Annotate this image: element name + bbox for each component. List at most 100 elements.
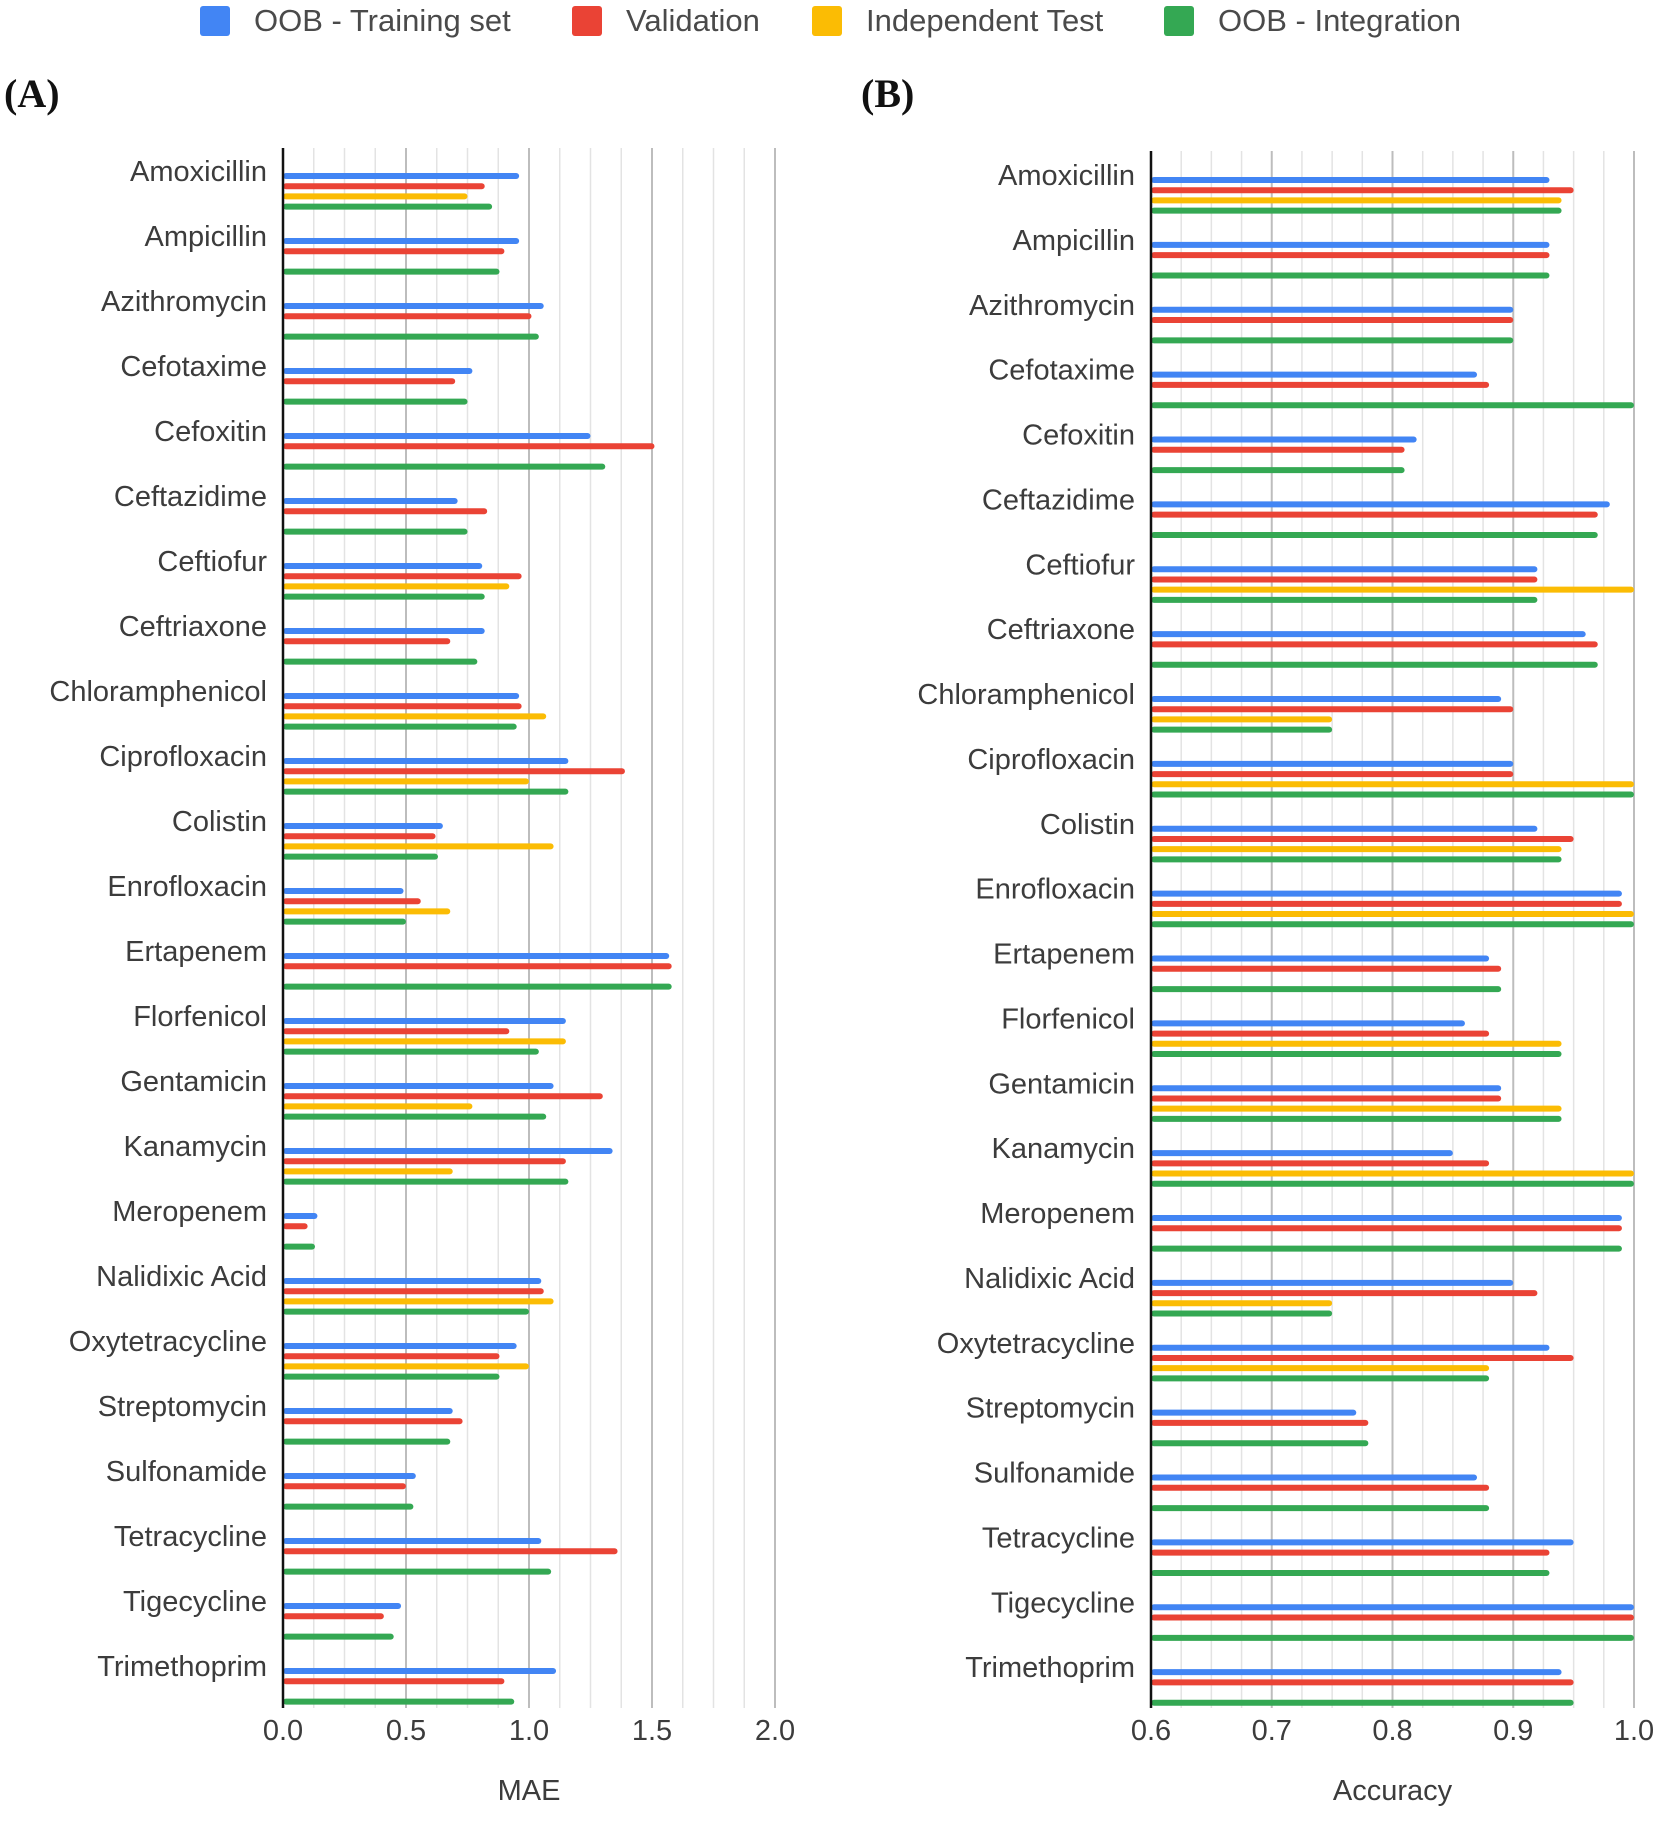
bar-ceftazidime-oob-training-set — [1151, 501, 1610, 508]
bar-amoxicillin-oob-training-set — [283, 173, 520, 179]
category-label: Ertapenem — [993, 939, 1135, 971]
bar-colistin-independent-test — [283, 843, 554, 850]
bar-colistin-oob-training-set — [283, 823, 443, 829]
bar-chloramphenicol-oob-integration — [1151, 726, 1333, 733]
category-label: Trimethoprim — [965, 1652, 1135, 1684]
bar-amoxicillin-validation — [283, 183, 485, 190]
bar-colistin-validation — [1151, 835, 1574, 842]
x-tick-label: 1.5 — [632, 1715, 672, 1747]
bar-ertapenem-validation — [283, 963, 672, 970]
bar-streptomycin-oob-training-set — [1151, 1409, 1357, 1416]
bar-ceftazidime-oob-integration — [1151, 531, 1598, 538]
bar-tetracycline-oob-training-set — [283, 1538, 542, 1544]
category-label: Ceftazidime — [114, 481, 267, 513]
bar-ceftriaxone-oob-training-set — [283, 628, 485, 634]
bar-amoxicillin-validation — [1151, 187, 1574, 194]
bar-ertapenem-oob-integration — [1151, 986, 1502, 993]
bar-nalidixic-acid-independent-test — [283, 1298, 554, 1305]
bar-oxytetracycline-oob-training-set — [1151, 1344, 1550, 1351]
bar-sulfonamide-validation — [283, 1483, 406, 1490]
bar-meropenem-oob-training-set — [1151, 1215, 1622, 1221]
bar-azithromycin-validation — [283, 313, 532, 320]
category-label: Enrofloxacin — [107, 871, 267, 903]
bar-colistin-oob-training-set — [1151, 825, 1538, 832]
category-label: Enrofloxacin — [975, 874, 1135, 906]
bar-ceftiofur-oob-training-set — [283, 563, 483, 569]
category-label: Azithromycin — [101, 286, 267, 318]
bar-sulfonamide-oob-training-set — [283, 1473, 416, 1479]
bar-nalidixic-acid-oob-training-set — [283, 1278, 542, 1284]
bar-kanamycin-oob-integration — [283, 1178, 569, 1185]
x-tick-label: 0.6 — [1131, 1715, 1171, 1747]
legend-item-oob-integration: OOB - Integration — [1164, 3, 1461, 38]
category-label: Trimethoprim — [97, 1651, 267, 1683]
category-label: Gentamicin — [988, 1068, 1135, 1100]
bar-florfenicol-validation — [283, 1028, 510, 1035]
category-label: Ampicillin — [1013, 225, 1135, 257]
bar-oxytetracycline-independent-test — [283, 1363, 529, 1370]
bar-ciprofloxacin-validation — [1151, 771, 1514, 778]
category-label: Florfenicol — [1001, 1003, 1135, 1035]
bar-kanamycin-independent-test — [1151, 1170, 1634, 1177]
bar-oxytetracycline-independent-test — [1151, 1365, 1490, 1372]
bar-ceftriaxone-oob-integration — [283, 658, 478, 665]
bar-oxytetracycline-oob-training-set — [283, 1343, 517, 1349]
bar-cefotaxime-oob-integration — [283, 398, 468, 405]
bar-cefotaxime-oob-training-set — [283, 368, 473, 374]
x-tick-label: 2.0 — [755, 1715, 795, 1747]
bar-florfenicol-independent-test — [1151, 1040, 1562, 1047]
bar-cefoxitin-oob-training-set — [1151, 436, 1417, 443]
bar-ceftiofur-oob-integration — [1151, 596, 1538, 603]
category-label: Streptomycin — [966, 1393, 1135, 1425]
category-label: Amoxicillin — [998, 160, 1135, 192]
bar-ceftiofur-oob-integration — [283, 593, 485, 600]
bar-kanamycin-oob-training-set — [1151, 1150, 1453, 1157]
bar-trimethoprim-validation — [1151, 1679, 1574, 1686]
bar-azithromycin-oob-training-set — [1151, 306, 1514, 313]
bar-meropenem-oob-integration — [283, 1243, 315, 1250]
legend-label: OOB - Training set — [254, 3, 511, 38]
bar-trimethoprim-oob-training-set — [283, 1668, 557, 1674]
bar-florfenicol-oob-training-set — [283, 1018, 566, 1024]
category-label: Oxytetracycline — [937, 1328, 1135, 1360]
bar-streptomycin-oob-integration — [1151, 1440, 1369, 1447]
x-axis-title: MAE — [498, 1775, 561, 1807]
bar-meropenem-validation — [283, 1223, 308, 1230]
chart-legend: OOB - Training set Validation Independen… — [0, 0, 1658, 42]
bar-ceftiofur-validation — [1151, 576, 1538, 583]
x-tick-label: 0.0 — [263, 1715, 303, 1747]
bar-ceftiofur-independent-test — [283, 583, 510, 590]
bar-cefoxitin-validation — [283, 443, 655, 450]
bar-ceftazidime-validation — [283, 508, 488, 515]
bar-amoxicillin-independent-test — [283, 193, 468, 200]
bar-ceftriaxone-oob-training-set — [1151, 631, 1586, 638]
bar-nalidixic-acid-oob-integration — [1151, 1310, 1333, 1317]
x-tick-label: 1.0 — [1614, 1715, 1654, 1747]
bar-cefoxitin-oob-training-set — [283, 433, 591, 439]
panel-a-mae-chart: (A) Amoxicillin Ampicillin Azithromycin Cef… — [0, 60, 829, 1822]
accuracy-chart-svg: Amoxicillin Ampicillin Azithromycin Cefotax… — [917, 151, 1654, 1807]
bar-gentamicin-oob-integration — [283, 1113, 547, 1120]
bar-tigecycline-validation — [1151, 1614, 1634, 1621]
bar-cefoxitin-validation — [1151, 446, 1405, 453]
bar-sulfonamide-oob-training-set — [1151, 1474, 1478, 1481]
legend-label: OOB - Integration — [1218, 3, 1461, 38]
legend-swatch-green — [1164, 6, 1194, 36]
bar-enrofloxacin-oob-integration — [283, 918, 406, 925]
bar-trimethoprim-oob-integration — [283, 1698, 515, 1705]
category-label: Tigecycline — [991, 1587, 1135, 1619]
category-label: Streptomycin — [98, 1391, 267, 1423]
category-label: Cefoxitin — [1022, 420, 1135, 452]
category-label: Nalidixic Acid — [964, 1263, 1135, 1295]
category-label: Ciprofloxacin — [967, 744, 1135, 776]
bar-colistin-oob-integration — [283, 853, 438, 860]
bar-kanamycin-oob-training-set — [283, 1148, 613, 1154]
bar-chloramphenicol-validation — [1151, 706, 1514, 713]
bar-ampicillin-oob-training-set — [1151, 241, 1550, 248]
x-axis-title: Accuracy — [1333, 1775, 1453, 1807]
bar-ertapenem-oob-training-set — [1151, 955, 1490, 962]
bar-nalidixic-acid-independent-test — [1151, 1300, 1333, 1307]
bar-tigecycline-oob-training-set — [1151, 1604, 1634, 1611]
bar-florfenicol-oob-integration — [283, 1048, 539, 1055]
legend-swatch-red — [572, 6, 602, 36]
